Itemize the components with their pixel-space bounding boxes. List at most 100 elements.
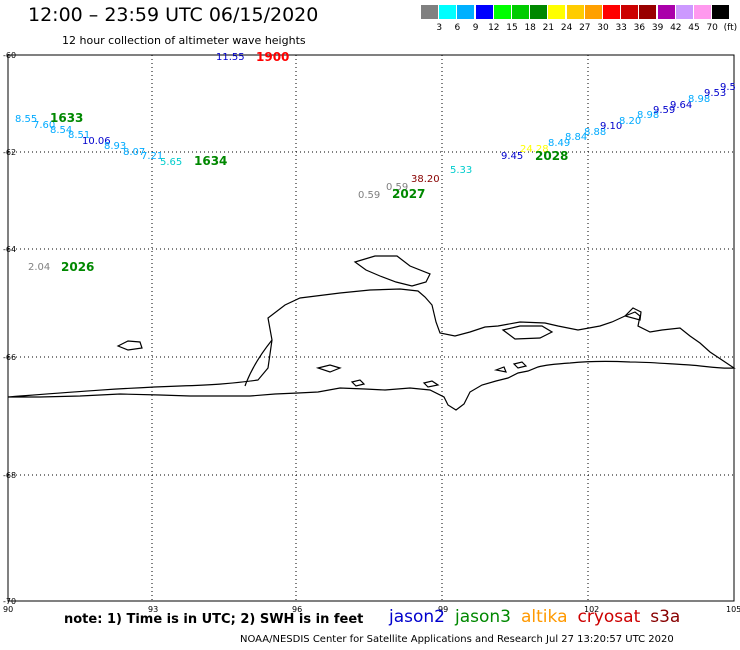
longitude-tick-label: 90 xyxy=(3,605,13,614)
wave-height-value: 8.51 xyxy=(68,130,90,141)
satellite-name: jason2 xyxy=(389,607,445,627)
legend-swatch xyxy=(639,5,657,19)
wave-height-value: 5.33 xyxy=(450,165,472,176)
pass-time-label: 2028 xyxy=(535,149,568,163)
wave-height-value: 8.07 xyxy=(123,147,145,158)
coastline-inlet xyxy=(244,339,273,387)
satellite-key: jason2 jason3 altika cryosat s3a xyxy=(389,607,690,627)
wave-height-value: 8.49 xyxy=(548,138,570,149)
wave-height-value: 0.59 xyxy=(358,190,380,201)
legend-swatch xyxy=(457,5,475,19)
legend-swatch xyxy=(475,5,493,19)
wave-height-value: 0.59 xyxy=(386,182,408,193)
latitude-tick-label: -60 xyxy=(3,51,16,60)
wave-height-value: 8.84 xyxy=(565,132,587,143)
antarctic-coastline xyxy=(7,255,736,411)
legend-swatch xyxy=(421,5,438,19)
wave-height-value: 11.55 xyxy=(216,52,245,63)
latitude-tick-label: -66 xyxy=(3,353,16,362)
legend-label: 36 xyxy=(633,23,646,33)
island-a xyxy=(353,255,431,287)
wave-height-value: 8.98 xyxy=(637,110,659,121)
wave-height-value: 8.98 xyxy=(688,94,710,105)
wave-height-value: 9.53 xyxy=(704,88,726,99)
wave-height-value: 8.54 xyxy=(50,125,72,136)
legend-swatch xyxy=(548,5,566,19)
legend-label: 21 xyxy=(542,23,555,33)
legend-label: 27 xyxy=(579,23,591,33)
legend-swatch xyxy=(512,5,529,19)
legend-swatch xyxy=(712,5,730,19)
pass-time-label: 1900 xyxy=(256,50,289,64)
latitude-tick-label: -64 xyxy=(3,245,16,254)
wave-height-value: 10.06 xyxy=(82,136,111,147)
island-h xyxy=(512,361,528,369)
wave-height-value: 5.65 xyxy=(160,157,182,168)
legend-swatch xyxy=(621,5,639,19)
wave-height-value: 7.21 xyxy=(141,151,163,162)
longitude-tick-label: 105 xyxy=(726,605,740,614)
satellite-name: s3a xyxy=(650,607,681,627)
wave-height-value: 9.64 xyxy=(670,100,692,111)
satellite-name: altika xyxy=(521,607,568,627)
legend-label: 24 xyxy=(560,23,573,33)
wave-height-value: 8.20 xyxy=(619,116,641,127)
wave-height-value: 9.10 xyxy=(600,121,622,132)
wave-height-value: 24.28 xyxy=(520,144,549,155)
legend-swatch xyxy=(657,5,675,19)
island-c xyxy=(501,325,554,340)
island-f xyxy=(350,379,366,387)
wave-height-value: 8.55 xyxy=(15,114,37,125)
wave-height-value: 38.20 xyxy=(411,174,440,185)
page-title: 12:00 – 23:59 UTC 06/15/2020 xyxy=(28,4,319,26)
wave-height-value: 9.59 xyxy=(653,105,675,116)
legend-swatch xyxy=(530,5,548,19)
legend-swatch xyxy=(603,5,620,19)
footnote: note: 1) Time is in UTC; 2) SWH is in fe… xyxy=(64,612,364,627)
island-g xyxy=(422,380,440,388)
legend-label: 45 xyxy=(688,23,700,33)
longitude-tick-label: 102 xyxy=(584,605,599,614)
satellite-name: jason3 xyxy=(455,607,511,627)
longitude-tick-label: 93 xyxy=(148,605,158,614)
latitude-tick-label: -70 xyxy=(3,597,16,606)
legend-label: 12 xyxy=(488,23,500,33)
wave-height-value: 8.93 xyxy=(104,141,126,152)
wave-height-value: 9.45 xyxy=(501,151,523,162)
legend-label: 3 xyxy=(436,23,443,33)
pass-time-label: 2026 xyxy=(61,260,94,274)
pass-time-label: 2027 xyxy=(392,187,425,201)
legend-swatch xyxy=(675,5,693,19)
legend-label: 9 xyxy=(472,23,479,33)
legend-label: 42 xyxy=(670,23,682,33)
legend-swatch xyxy=(584,5,602,19)
credit-line: NOAA/NESDIS Center for Satellite Applica… xyxy=(240,634,674,645)
legend-label: 18 xyxy=(524,23,536,33)
satellite-name: cryosat xyxy=(577,607,641,627)
legend-label: 30 xyxy=(597,23,609,33)
legend-label: 70 xyxy=(706,23,718,33)
wave-height-value: 2.04 xyxy=(28,262,50,273)
legend-swatch xyxy=(493,5,511,19)
longitude-tick-label: 96 xyxy=(292,605,302,614)
legend-swatch xyxy=(694,5,711,19)
pass-time-label: 1634 xyxy=(194,154,227,168)
legend-label: 39 xyxy=(651,23,664,33)
legend-label: 6 xyxy=(454,23,461,33)
legend-label: 33 xyxy=(615,23,627,33)
island-d xyxy=(623,307,642,321)
coastline-main xyxy=(7,288,736,411)
plot-frame xyxy=(7,54,735,602)
island-b xyxy=(116,340,143,351)
latitude-tick-label: -62 xyxy=(3,148,16,157)
wave-height-value: 8.88 xyxy=(584,127,606,138)
legend-swatch xyxy=(439,5,457,19)
grid-lines xyxy=(8,55,734,601)
wave-height-value: 7.60 xyxy=(33,120,55,131)
page-subtitle: 12 hour collection of altimeter wave hei… xyxy=(62,34,306,47)
wave-height-value: 9.5 xyxy=(720,82,736,93)
island-e xyxy=(315,364,342,373)
longitude-tick-label: 99 xyxy=(438,605,448,614)
